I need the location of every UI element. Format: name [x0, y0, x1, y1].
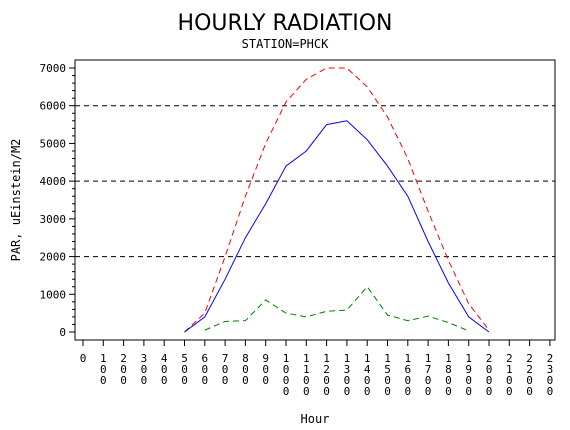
plot-frame	[74, 59, 556, 341]
y-tick-label: 6000	[40, 100, 67, 113]
y-tick-label: 5000	[40, 137, 67, 150]
x-axis-label: Hour	[301, 412, 330, 426]
x-axis: 0 1 0 0 2 0 0 3 0 0 4 0 0 5 0 0 6 0 0 7 0 0 8 0 0 9 0 0 1 0 0 0 1 1 0 0 1 2 0 0…	[80, 340, 554, 398]
chart-subtitle: STATION=PHCK	[242, 37, 329, 51]
y-axis-label: PAR, uEinstein/M2	[9, 139, 23, 262]
y-tick-label: 0	[59, 326, 66, 339]
series-line-2	[184, 120, 490, 333]
y-tick-label: 2000	[40, 251, 67, 264]
chart-title: HOURLY RADIATION	[178, 11, 393, 36]
series-lines	[184, 67, 490, 333]
series-line-3	[204, 285, 469, 332]
y-tick-label: 3000	[40, 213, 67, 226]
y-axis: 0 1000 2000 3000 4000 5000 6000 7000	[40, 62, 75, 339]
y-tick-label: 1000	[40, 288, 67, 301]
reference-lines	[75, 105, 555, 258]
x-tick-label: 0	[80, 352, 87, 365]
y-tick-label: 4000	[40, 175, 67, 188]
y-tick-label: 7000	[40, 62, 67, 75]
series-line-1	[184, 67, 490, 333]
